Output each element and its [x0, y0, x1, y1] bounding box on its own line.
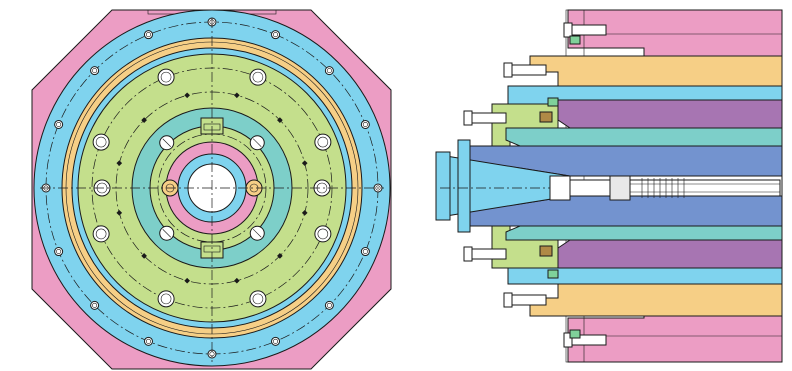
outer-bolt-0-inner: [375, 185, 381, 191]
flange-bolt-head-4: [95, 136, 107, 148]
drawbar-collet: [609, 175, 631, 201]
seal-1: [569, 329, 581, 339]
seal-3: [547, 269, 559, 279]
front-view: [31, 9, 392, 370]
inner-bolt-slot-1: [162, 229, 171, 238]
marker-0: [301, 210, 308, 216]
outer-bolt-14: [324, 66, 334, 76]
section-bolt-4: [569, 24, 607, 36]
outer-bolt-3-inner: [273, 338, 279, 344]
marker-4: [141, 253, 147, 259]
marker-6: [116, 160, 123, 166]
outer-bolt-13: [271, 30, 281, 40]
rotor-bottom: [557, 239, 783, 269]
flange-bolt-5: [157, 68, 175, 86]
flange-bolt-2: [157, 290, 175, 308]
seal-2: [547, 97, 559, 107]
section-bolt-2: [469, 112, 507, 124]
section-bolt-3: [469, 248, 507, 260]
marker-5: [116, 210, 123, 216]
marker-2: [234, 277, 240, 284]
drawbar: [569, 179, 781, 197]
outer-bolt-9: [54, 119, 64, 129]
flange-bolt-head-1: [252, 293, 264, 305]
outer-bolt-5: [143, 336, 153, 346]
outer-bolt-6-inner: [92, 302, 98, 308]
spacer-top: [539, 111, 553, 123]
outer-bolt-10: [90, 66, 100, 76]
rotor-top: [557, 99, 783, 129]
pull-stud: [549, 175, 571, 201]
outer-bolt-5-inner: [145, 338, 151, 344]
section-bolt-head-1: [503, 292, 513, 308]
marker-10: [277, 117, 283, 123]
bearing-sleeve-top: [529, 55, 783, 87]
section-bolt-head-5: [563, 332, 573, 348]
inner-sleeve-top: [505, 127, 783, 147]
inner-bolt-slot-0: [253, 229, 262, 238]
outer-bolt-11: [143, 30, 153, 40]
inner-bolt-slot-2: [162, 138, 171, 147]
outer-bolt-1: [360, 247, 370, 257]
outer-bolt-3: [271, 336, 281, 346]
inner-bolt-slot-3: [253, 138, 262, 147]
outer-bolt-6: [90, 300, 100, 310]
section-view: [435, 9, 783, 363]
outer-bolt-10-inner: [92, 68, 98, 74]
seal-0: [569, 35, 581, 45]
holder-collar: [457, 139, 471, 233]
outer-bolt-11-inner: [145, 32, 151, 38]
outer-bolt-14-inner: [326, 68, 332, 74]
flange-bolt-7: [314, 133, 332, 151]
marker-1: [277, 253, 283, 259]
section-bolt-1: [509, 294, 547, 306]
flange-bolt-head-0: [317, 228, 329, 240]
spacer-bottom: [539, 245, 553, 257]
flange-bolt-6: [249, 68, 267, 86]
flange-bolt-head-6: [252, 71, 264, 83]
outer-bolt-13-inner: [273, 32, 279, 38]
section-bolt-head-3: [463, 246, 473, 262]
marker-9: [234, 92, 240, 99]
flange-bolt-head-5: [160, 71, 172, 83]
section-bolt-head-4: [563, 22, 573, 38]
flange-bolt-0: [314, 225, 332, 243]
marker-8: [184, 92, 190, 99]
flange-bolt-head-7: [317, 136, 329, 148]
outer-bolt-1-inner: [362, 249, 368, 255]
inner-sleeve-bottom: [505, 225, 783, 241]
flange-bolt-3: [92, 225, 110, 243]
section-bolt-0: [509, 64, 547, 76]
holder-flange: [435, 151, 451, 221]
bearing-sleeve-bottom: [529, 283, 783, 317]
outer-bolt-7-inner: [56, 249, 62, 255]
marker-11: [301, 160, 308, 166]
flange-bolt-head-3: [95, 228, 107, 240]
outer-bolt-15: [360, 119, 370, 129]
outer-bolt-9-inner: [56, 121, 62, 127]
flange-bolt-1: [249, 290, 267, 308]
marker-7: [141, 117, 147, 123]
flange-bolt-4: [92, 133, 110, 151]
outer-bolt-2-inner: [326, 302, 332, 308]
marker-3: [184, 277, 190, 284]
flange-bolt-head-2: [160, 293, 172, 305]
section-bolt-head-0: [503, 62, 513, 78]
section-bolt-head-2: [463, 110, 473, 126]
outer-bolt-2: [324, 300, 334, 310]
outer-bolt-7: [54, 247, 64, 257]
outer-bolt-15-inner: [362, 121, 368, 127]
